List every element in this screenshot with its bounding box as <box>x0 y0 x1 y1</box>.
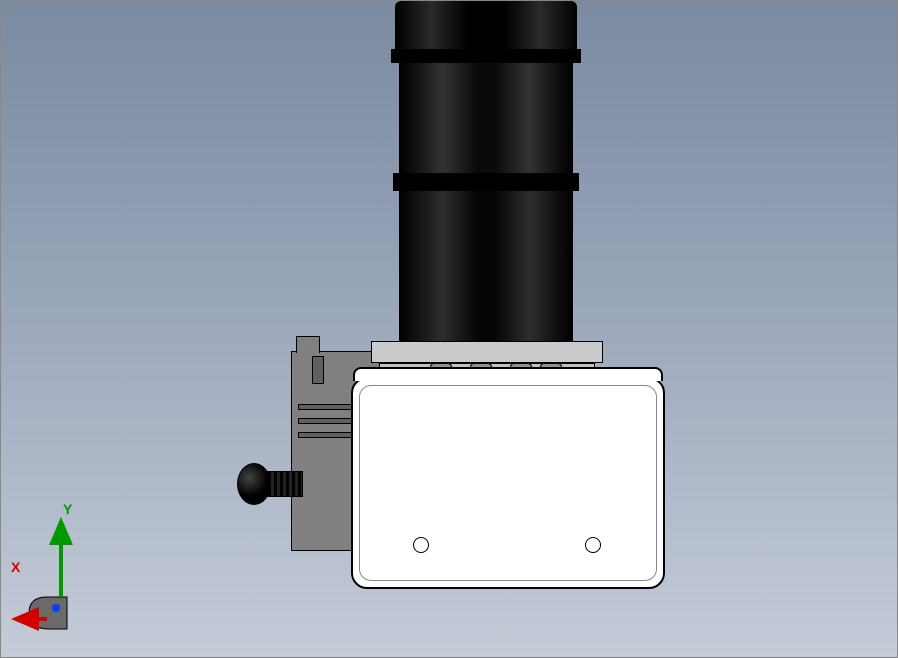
view-triad[interactable]: X Y <box>9 501 129 641</box>
part-motor-neck[interactable] <box>391 49 581 63</box>
bracket-tab <box>296 336 320 353</box>
part-motor-lower[interactable] <box>399 191 573 341</box>
axis-label-y: Y <box>63 501 72 517</box>
bracket-slot <box>312 356 324 384</box>
cad-viewport[interactable]: X Y <box>0 0 898 658</box>
part-motor-top[interactable] <box>395 1 577 51</box>
axis-label-x: X <box>11 559 20 575</box>
housing-seam <box>359 385 657 581</box>
part-motor-mid[interactable] <box>399 63 573 173</box>
part-housing[interactable] <box>351 377 665 589</box>
housing-hole-right <box>585 537 601 553</box>
part-adjustment-knob[interactable] <box>237 463 271 505</box>
housing-top-lip <box>353 367 663 381</box>
triad-svg <box>9 501 129 641</box>
part-mount-plate-upper[interactable] <box>371 341 603 363</box>
part-motor-band[interactable] <box>393 173 579 191</box>
housing-hole-left <box>413 537 429 553</box>
